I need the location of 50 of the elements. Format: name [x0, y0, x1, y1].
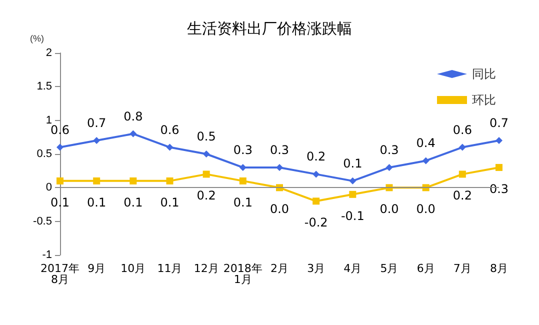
x-tick-label: 11月: [157, 262, 182, 275]
data-label: 0.0: [416, 202, 436, 216]
data-label: 0.3: [489, 182, 509, 196]
x-tick-label: 6月: [416, 262, 435, 275]
x-tick-label: 9月: [88, 262, 106, 275]
y-tick-label: 0.5: [36, 148, 52, 160]
y-tick-label: 0: [46, 182, 52, 194]
legend-label: 同比: [472, 67, 496, 81]
data-label: 0.2: [196, 188, 216, 203]
data-label: 0.8: [124, 109, 143, 124]
y-tick-label: 1: [46, 114, 52, 126]
y-tick-label: -0.5: [33, 215, 52, 228]
x-tick-label: 2月: [270, 262, 288, 275]
x-tick-label: 4月: [344, 262, 362, 275]
data-label: 0.2: [306, 150, 326, 164]
x-tick-label: 2017年 8月: [40, 262, 80, 286]
data-label: 0.0: [270, 202, 290, 216]
x-tick-label: 8月: [490, 262, 508, 275]
y-tick-label: -1: [42, 249, 52, 261]
data-label: 0.3: [270, 142, 290, 157]
x-tick-label: 3月: [307, 262, 326, 275]
y-axis-title: (%): [30, 34, 44, 44]
legend-label: 环比: [472, 93, 496, 107]
data-label: -0.2: [304, 216, 328, 230]
y-tick-label: 2: [46, 47, 52, 59]
data-label: 0.6: [50, 122, 70, 137]
x-tick-label: 12月: [194, 262, 219, 275]
data-label: 0.0: [380, 202, 399, 216]
data-label: 0.3: [380, 142, 399, 157]
data-label: 0.1: [87, 195, 106, 210]
y-tick-label: 1.5: [36, 80, 52, 93]
data-label: 0.7: [489, 116, 509, 130]
chart-title: 生活资料出厂价格涨跌幅: [187, 20, 352, 38]
x-tick-label: 5月: [380, 262, 398, 275]
data-label: 0.2: [452, 188, 472, 203]
data-label: 0.1: [124, 195, 143, 210]
data-label: 0.3: [233, 142, 252, 157]
data-label: 0.1: [160, 195, 180, 210]
x-tick-label: 10月: [120, 262, 146, 275]
data-label: 0.4: [416, 136, 436, 150]
data-label: -0.1: [340, 208, 364, 223]
data-label: 0.1: [233, 195, 252, 210]
data-label: 0.7: [87, 116, 106, 130]
data-label: 0.1: [343, 156, 362, 170]
data-label: 0.5: [196, 130, 216, 144]
x-tick-label: 7月: [453, 262, 472, 275]
x-tick-label: 2018年 1月: [223, 262, 262, 286]
data-label: 0.6: [160, 122, 180, 137]
data-label: 0.6: [452, 122, 472, 137]
data-label: 0.1: [50, 195, 70, 210]
